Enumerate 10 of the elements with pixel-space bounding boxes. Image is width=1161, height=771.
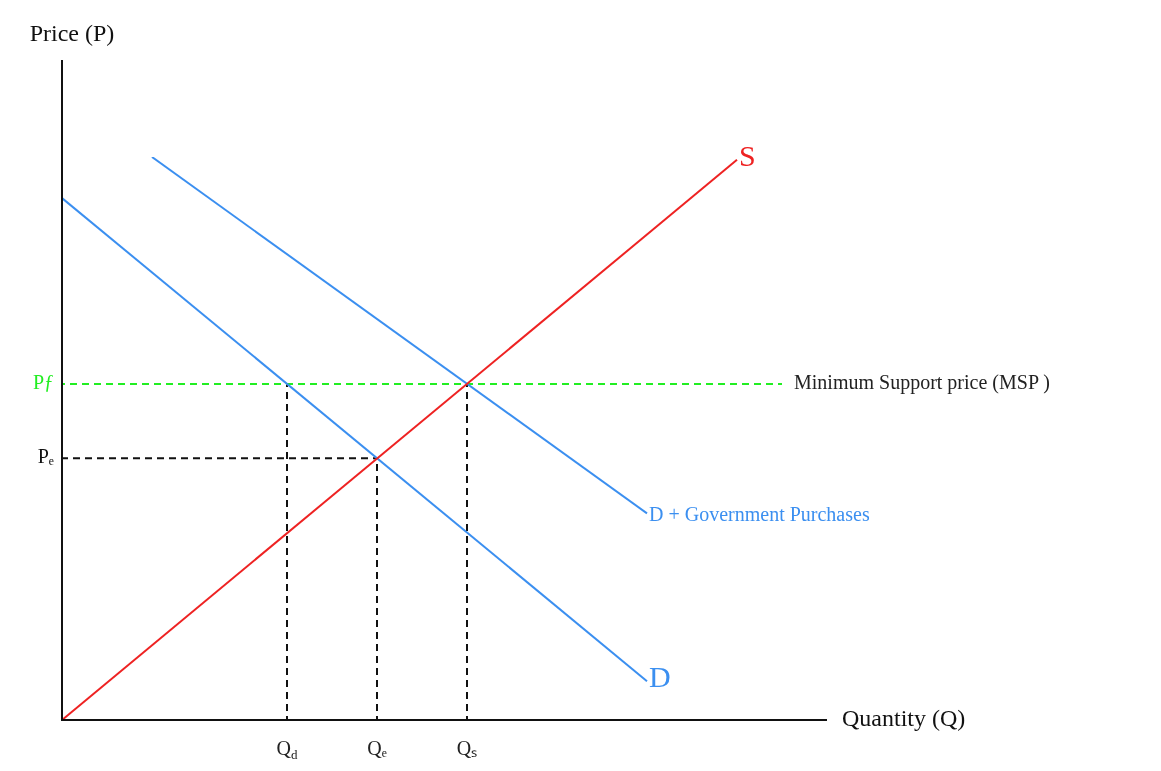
annotation: Minimum Support price (MSP ) (794, 371, 1050, 395)
series-label: Pₑ (37, 445, 54, 468)
x-axis-title: Quantity (Q) (842, 705, 966, 732)
series-label: D + Government Purchases (649, 502, 870, 525)
series-label: S (739, 138, 756, 172)
x-tick-label: Qₛ (456, 737, 478, 760)
y-axis-title: Price (P) (29, 20, 115, 47)
x-tick-label: Qₑ (367, 737, 387, 760)
series-label: D (649, 660, 671, 694)
series-label: Pƒ (32, 371, 54, 394)
